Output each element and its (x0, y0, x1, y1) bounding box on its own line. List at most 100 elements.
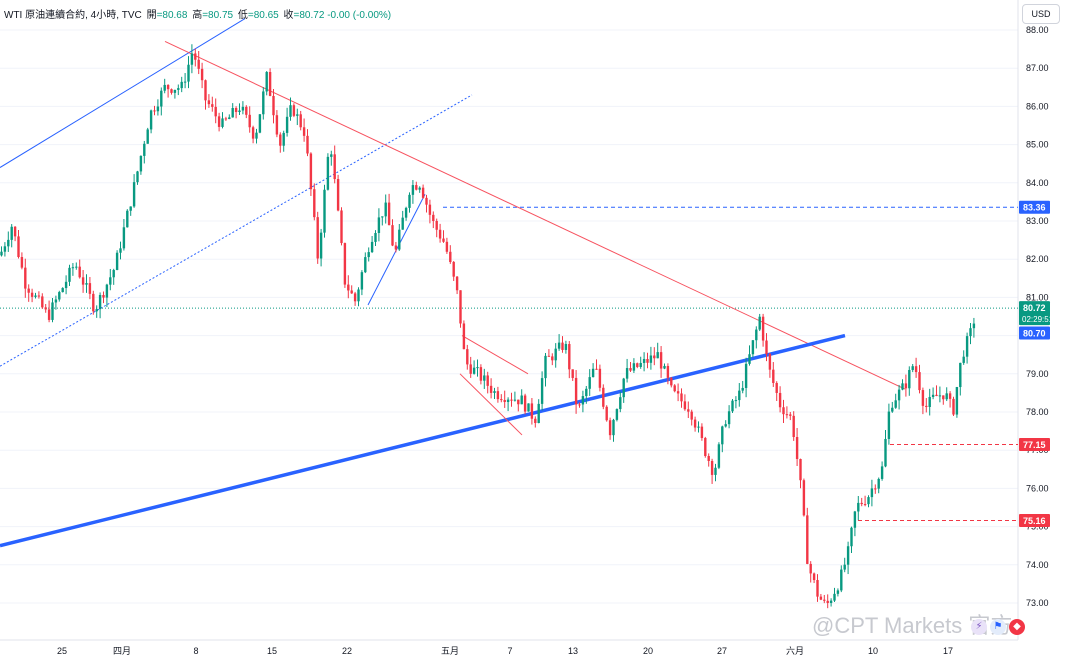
candle-body (908, 369, 911, 389)
candle-body (435, 220, 438, 230)
candle-body (972, 323, 976, 329)
high-value: =80.75 (202, 10, 234, 21)
candle-body (500, 399, 503, 401)
candle-body (353, 293, 357, 302)
candle-body (268, 72, 272, 96)
candle-body (755, 329, 758, 341)
candle-body (585, 388, 588, 397)
candle-body (347, 284, 350, 291)
candle-body (574, 377, 578, 405)
candle-body (557, 342, 561, 349)
trendline[interactable] (164, 41, 906, 390)
trendline[interactable] (0, 18, 246, 168)
candle-body (666, 365, 670, 378)
candle-body (234, 108, 238, 113)
candle-body (462, 323, 466, 350)
price-label-box (1019, 437, 1050, 451)
candle-body (187, 64, 190, 82)
candle-body (153, 110, 156, 112)
candle-body (884, 438, 887, 467)
candle-body (415, 185, 418, 190)
close-value: =80.72 (293, 10, 325, 21)
candle-body (622, 378, 625, 398)
candle-body (894, 400, 897, 408)
candle-body (676, 391, 680, 394)
candle-body (3, 246, 7, 252)
candle-body (149, 110, 153, 130)
candle-body (517, 399, 520, 405)
candle-body (285, 116, 289, 133)
candle-body (452, 261, 455, 277)
candle-body (180, 81, 183, 89)
candle-body (357, 289, 360, 302)
candle-body (605, 406, 608, 421)
lightning-icon: ⚡ (971, 618, 987, 635)
candle-body (30, 292, 34, 297)
candle-body (20, 257, 24, 268)
candle-body (245, 106, 248, 115)
candle-body (418, 187, 421, 190)
candle-body (146, 129, 149, 144)
price-label-text: 77.15 (1023, 440, 1046, 450)
candle-body (367, 252, 370, 258)
trendline[interactable] (0, 94, 473, 367)
candle-body (109, 277, 112, 285)
candle-body (656, 352, 659, 359)
trendline[interactable] (0, 333, 846, 548)
price-tick-label: 85.00 (1026, 140, 1049, 150)
trendline[interactable] (459, 373, 523, 436)
candle-body (670, 377, 673, 386)
candle-body (275, 115, 279, 135)
candle-body (680, 393, 683, 402)
candle-body (483, 375, 486, 381)
candle-body (914, 366, 918, 373)
candle-body (646, 358, 649, 363)
candle-body (183, 81, 187, 83)
trendline[interactable] (461, 335, 529, 375)
time-tick-label: 六月 (786, 645, 804, 656)
candle-body (299, 114, 302, 128)
flag-icon: ⚑ (990, 618, 1006, 635)
symbol-title: WTI 原油連續合約, 4小時, TVC (4, 10, 142, 21)
currency-button[interactable]: USD (1022, 4, 1060, 24)
candle-body (211, 104, 214, 107)
candle-body (812, 573, 816, 581)
candle-body (469, 364, 472, 374)
candle-body (309, 153, 313, 190)
change-value: -0.00 (-0.00%) (327, 10, 392, 21)
candle-body (241, 106, 245, 111)
price-tick-label: 88.00 (1026, 25, 1049, 35)
candle-body (194, 53, 197, 60)
candle-body (877, 478, 880, 489)
candle-body (129, 206, 132, 211)
candle-body (544, 355, 547, 379)
candle-body (37, 295, 41, 297)
candle-body (921, 390, 925, 406)
candle-body (738, 390, 741, 401)
candle-body (690, 411, 693, 420)
candle-body (34, 295, 37, 297)
candle-body (591, 368, 595, 378)
candle-body (863, 504, 867, 506)
time-tick-label: 10 (868, 646, 878, 656)
candle-body (384, 202, 387, 217)
candle-body (938, 395, 942, 397)
candle-body (833, 593, 836, 601)
candle-body (398, 229, 401, 250)
trendline[interactable] (367, 194, 426, 306)
candle-body (785, 414, 789, 416)
candle-body (724, 424, 727, 427)
candle-body (904, 383, 908, 389)
candle-body (265, 72, 268, 92)
candle-body (595, 368, 598, 370)
candle-body (751, 340, 755, 355)
candle-body (319, 232, 323, 259)
candle-body (945, 393, 948, 400)
candle-body (649, 355, 653, 363)
candle-body (88, 283, 92, 294)
candle-body (697, 426, 700, 428)
high-label: 高 (192, 10, 203, 21)
time-tick-label: 15 (267, 646, 277, 656)
